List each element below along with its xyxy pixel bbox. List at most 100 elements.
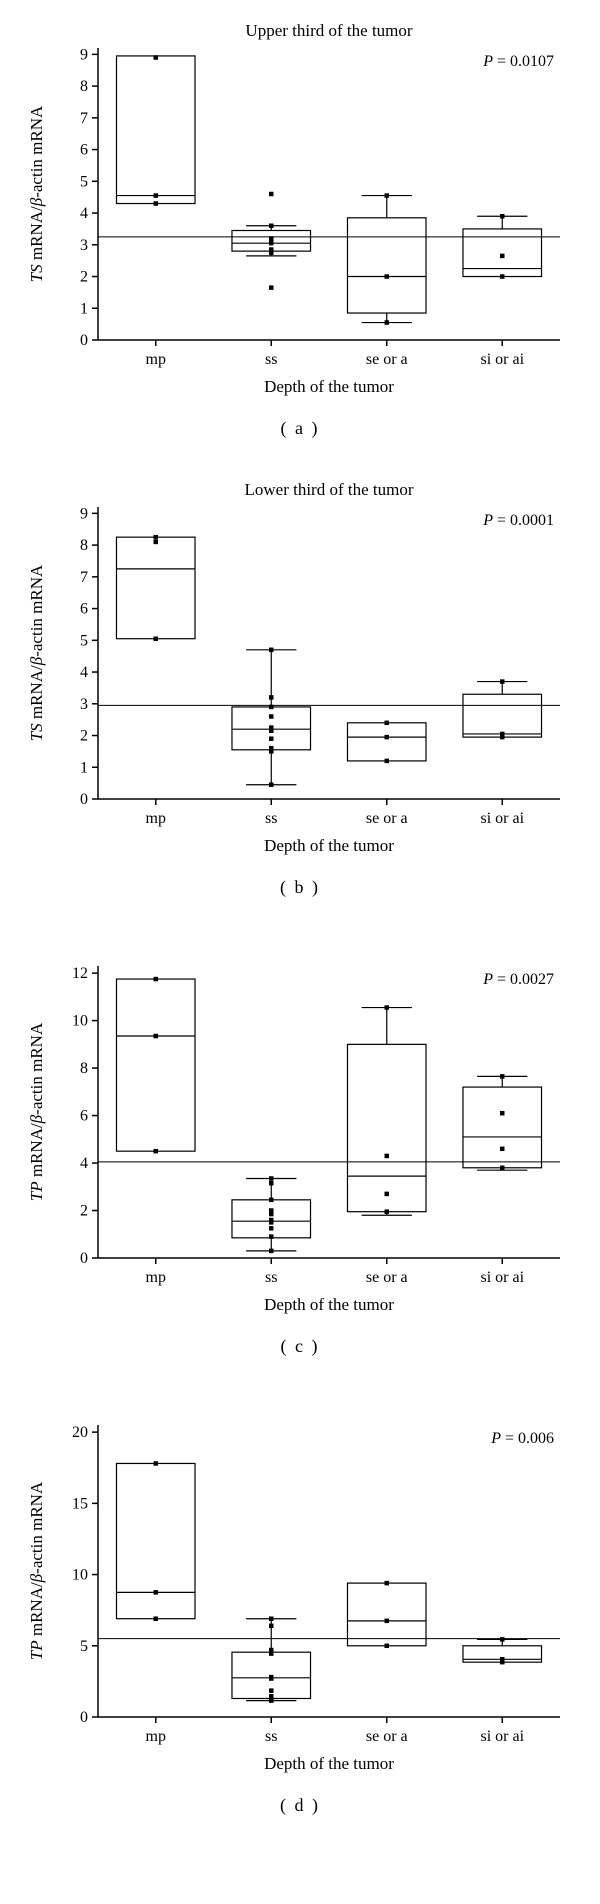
p-value: P = 0.006 <box>490 1430 554 1447</box>
data-point <box>269 247 274 252</box>
panel-caption: ( c ) <box>20 1336 580 1357</box>
y-tick-label: 10 <box>72 1013 88 1030</box>
x-axis-label: Depth of the tumor <box>264 377 394 396</box>
data-point <box>269 223 274 228</box>
box <box>347 218 426 313</box>
data-point <box>500 679 505 684</box>
data-point <box>500 254 505 258</box>
data-point <box>269 714 274 719</box>
data-point <box>385 1154 390 1159</box>
panel-b: Lower third of the tumorP = 0.0001012345… <box>20 479 580 898</box>
data-point <box>385 735 390 740</box>
data-point <box>154 535 159 540</box>
y-tick-label: 5 <box>80 173 88 190</box>
data-point <box>154 1149 159 1154</box>
y-tick-label: 9 <box>80 46 88 63</box>
data-point <box>500 1657 505 1662</box>
data-point <box>269 1648 274 1653</box>
data-point <box>269 236 274 241</box>
box <box>116 979 195 1151</box>
data-point <box>385 274 390 279</box>
panel-caption: ( b ) <box>20 877 580 898</box>
y-tick-label: 0 <box>80 1250 88 1267</box>
y-tick-label: 4 <box>80 1155 88 1172</box>
y-tick-label: 0 <box>80 791 88 808</box>
data-point <box>154 1590 159 1595</box>
y-tick-label: 8 <box>80 1060 88 1077</box>
data-point <box>385 721 390 726</box>
data-point <box>269 725 274 730</box>
data-point <box>269 1249 274 1254</box>
x-tick-label: se or a <box>366 1728 408 1745</box>
box <box>116 1463 195 1618</box>
panel-title: Upper third of the tumor <box>245 21 412 40</box>
x-tick-label: mp <box>146 810 166 827</box>
x-tick-label: se or a <box>366 351 408 368</box>
data-point <box>500 214 505 219</box>
data-point <box>500 274 505 279</box>
data-point <box>269 1208 274 1213</box>
y-tick-label: 2 <box>80 1203 88 1220</box>
data-point <box>269 648 274 653</box>
data-point <box>500 732 505 737</box>
y-axis-label: TS mRNA/β-actin mRNA <box>27 564 46 741</box>
data-point <box>269 1218 274 1223</box>
y-tick-label: 7 <box>80 569 88 586</box>
x-tick-label: si or ai <box>480 810 524 827</box>
y-tick-label: 3 <box>80 696 88 713</box>
y-tick-label: 9 <box>80 505 88 522</box>
data-point <box>269 1688 274 1693</box>
y-tick-label: 6 <box>80 601 88 618</box>
box <box>463 1087 542 1168</box>
data-point <box>385 1581 390 1586</box>
data-point <box>385 1209 390 1214</box>
panel-caption: ( d ) <box>20 1795 580 1816</box>
data-point <box>154 55 159 60</box>
y-tick-label: 1 <box>80 759 88 776</box>
x-tick-label: mp <box>146 351 166 368</box>
data-point <box>500 1147 505 1152</box>
data-point <box>500 1637 505 1642</box>
data-point <box>385 1644 390 1649</box>
x-axis-label: Depth of the tumor <box>264 1295 394 1314</box>
data-point <box>269 1616 274 1621</box>
data-point <box>500 1166 505 1171</box>
box <box>347 1044 426 1211</box>
x-tick-label: mp <box>146 1728 166 1745</box>
y-tick-label: 5 <box>80 1638 88 1655</box>
y-tick-label: 12 <box>72 965 88 982</box>
x-axis-label: Depth of the tumor <box>264 1754 394 1773</box>
boxplot-panel-c: P = 0.0027024681012mpssse or asi or aiDe… <box>20 938 580 1328</box>
data-point <box>269 746 274 751</box>
data-point <box>269 1181 274 1186</box>
data-point <box>385 1005 390 1010</box>
y-tick-label: 6 <box>80 142 88 159</box>
data-point <box>154 193 159 198</box>
panel-caption: ( a ) <box>20 418 580 439</box>
y-tick-label: 1 <box>80 300 88 317</box>
x-tick-label: ss <box>265 810 277 827</box>
box <box>116 56 195 204</box>
x-tick-label: se or a <box>366 1269 408 1286</box>
box <box>116 537 195 639</box>
data-point <box>154 977 159 982</box>
data-point <box>385 759 390 764</box>
y-tick-label: 7 <box>80 110 88 127</box>
data-point <box>269 192 274 197</box>
y-tick-label: 4 <box>80 664 88 681</box>
panel-d: P = 0.00605101520mpssse or asi or aiDept… <box>20 1397 580 1816</box>
data-point <box>269 736 274 741</box>
y-tick-label: 8 <box>80 78 88 95</box>
data-point <box>154 1461 159 1466</box>
y-tick-label: 8 <box>80 537 88 554</box>
data-point <box>269 1234 274 1239</box>
x-tick-label: ss <box>265 1728 277 1745</box>
panel-title: Lower third of the tumor <box>244 480 413 499</box>
data-point <box>154 1034 159 1039</box>
data-point <box>269 1198 274 1203</box>
data-point <box>154 636 159 641</box>
x-tick-label: si or ai <box>480 1728 524 1745</box>
boxplot-panel-a: Upper third of the tumorP = 0.0107012345… <box>20 20 580 410</box>
data-point <box>385 1192 390 1197</box>
y-tick-label: 6 <box>80 1108 88 1125</box>
